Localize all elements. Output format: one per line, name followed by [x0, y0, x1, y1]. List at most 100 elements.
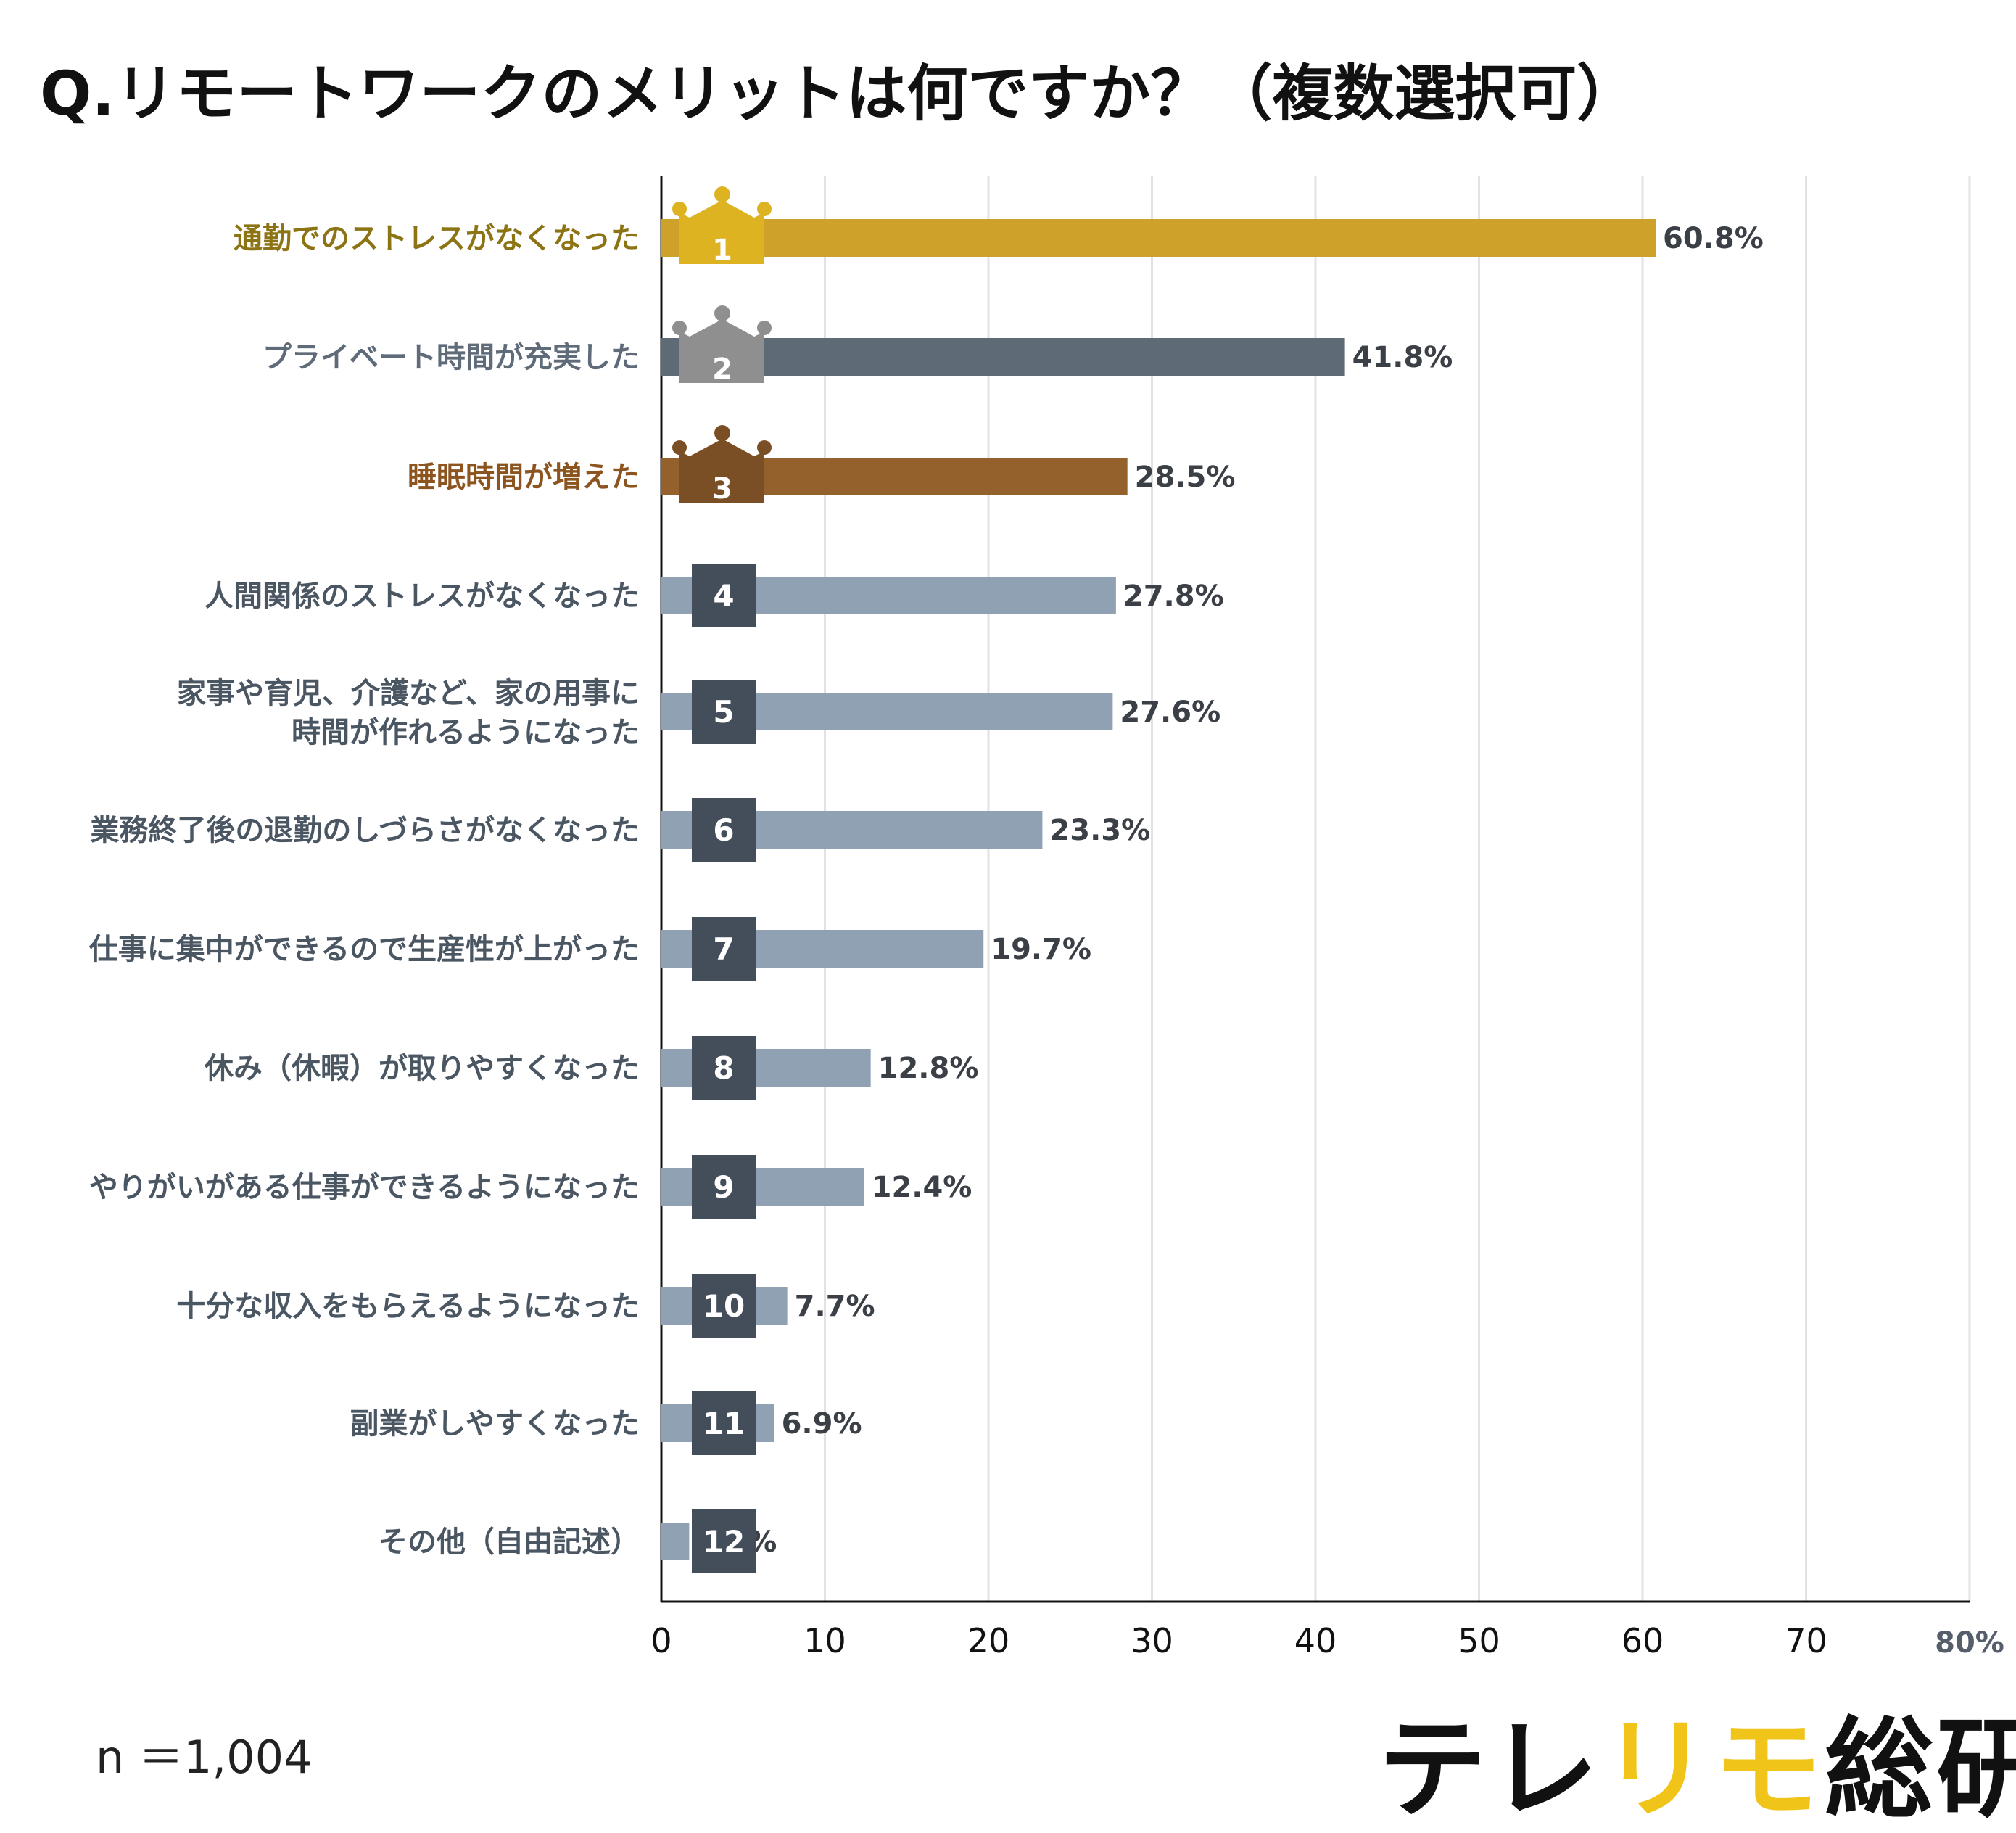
sample-size: n ＝1,004: [96, 1731, 313, 1784]
x-tick-label: 80%: [1935, 1626, 2004, 1660]
rank-number: 12: [703, 1524, 745, 1560]
bar-group: 60.8% 通勤でのストレスがなくなった 1: [234, 186, 1764, 267]
category-label-line: やりがいがある仕事ができるようになった: [89, 1171, 640, 1204]
x-tick-label: 70: [1785, 1621, 1827, 1660]
bar-group: 27.6% 家事や育児、介護など、家の用事に時間が作れるようになった 5: [177, 677, 1220, 749]
category-label: 通勤でのストレスがなくなった: [234, 222, 640, 255]
x-tick-label: 30: [1131, 1621, 1173, 1660]
bar-group: 12.4% やりがいがある仕事ができるようになった 9: [89, 1155, 972, 1219]
crown-jewel: [757, 440, 772, 455]
rank-badge: [692, 1391, 756, 1455]
bar-group: 23.3% 業務終了後の退勤のしづらさがなくなった 6: [90, 798, 1150, 862]
category-label-line: 副業がしやすくなった: [350, 1407, 640, 1441]
crown-jewel: [757, 202, 772, 216]
bar-group: 27.8% 人間関係のストレスがなくなった 4: [205, 564, 1224, 627]
data-label: 7.7%: [795, 1290, 875, 1323]
rank-badge: [692, 798, 756, 862]
x-tick-label: 60: [1622, 1621, 1664, 1660]
page-title: Q.リモートワークのメリットは何ですか？（複数選択可）: [40, 58, 1638, 129]
data-label: 41.8%: [1352, 341, 1453, 374]
x-tick-label: 20: [967, 1621, 1010, 1660]
data-label: 60.8%: [1663, 222, 1764, 255]
crown-shape: [679, 319, 764, 383]
category-label: 副業がしやすくなった: [350, 1407, 640, 1441]
category-label: 休み（休暇）が取りやすくなった: [204, 1052, 640, 1085]
crown-jewel: [672, 321, 687, 335]
rank-badge: [692, 917, 756, 981]
category-label-line: 睡眠時間が増えた: [408, 461, 640, 494]
crown-jewel: [714, 186, 730, 202]
bar: [661, 1523, 690, 1560]
category-label: 業務終了後の退勤のしづらさがなくなった: [90, 814, 640, 847]
brand-part-3: 総研: [1825, 1707, 2016, 1833]
bar-group: 12.8% 休み（休暇）が取りやすくなった 8: [204, 1036, 978, 1100]
bar-group: 1.7%その他（自由記述）12: [379, 1509, 777, 1573]
bar-group: 7.7% 十分な収入をもらえるようになった 10: [176, 1274, 875, 1338]
bar-group: 41.8% プライベート時間が充実した 2: [263, 305, 1453, 386]
bar-group: 28.5% 睡眠時間が増えた 3: [408, 425, 1235, 506]
rank-number: 7: [713, 931, 734, 967]
rank-number: 11: [703, 1406, 745, 1441]
x-tick-label: 0: [650, 1621, 672, 1660]
rank-number: 9: [713, 1169, 734, 1205]
rank-number: 2: [712, 353, 732, 386]
bar: [661, 338, 1345, 376]
category-label-line: 仕事に集中ができるので生産性が上がった: [89, 933, 640, 966]
crown-shape: [679, 439, 764, 503]
rank-badge: [692, 1509, 756, 1573]
data-label: 19.7%: [991, 933, 1091, 966]
crown-jewel: [672, 440, 687, 455]
data-label: 27.6%: [1120, 696, 1220, 729]
data-label: 28.5%: [1135, 461, 1236, 494]
rank-number: 3: [712, 472, 732, 506]
crown-shape: [679, 200, 764, 264]
data-label: 27.8%: [1123, 580, 1224, 613]
category-label: 十分な収入をもらえるようになった: [176, 1290, 640, 1323]
category-label-line: 人間関係のストレスがなくなった: [205, 580, 640, 613]
category-label-line: プライベート時間が充実した: [263, 341, 640, 374]
crown-jewel: [757, 321, 772, 335]
category-label-line: 通勤でのストレスがなくなった: [234, 222, 640, 255]
brand-part-1: テレ: [1378, 1707, 1602, 1833]
data-label: 23.3%: [1049, 814, 1150, 847]
category-label: その他（自由記述）: [379, 1525, 640, 1559]
crown-jewel: [714, 305, 730, 321]
category-label: 家事や育児、介護など、家の用事に時間が作れるようになった: [177, 677, 640, 749]
x-tick-label: 50: [1458, 1621, 1500, 1660]
crown-jewel: [714, 425, 730, 441]
category-label-line: 十分な収入をもらえるようになった: [176, 1290, 640, 1323]
rank-badge: [692, 680, 756, 744]
bar-group: 6.9% 副業がしやすくなった 11: [350, 1391, 862, 1455]
bar: [661, 219, 1656, 257]
category-label: 仕事に集中ができるので生産性が上がった: [89, 933, 640, 966]
rank-badge: [692, 1155, 756, 1219]
rank-badge: [692, 1274, 756, 1338]
category-label-line: 家事や育児、介護など、家の用事に: [177, 677, 640, 710]
crown-icon: 1: [672, 186, 772, 267]
category-label-line: 時間が作れるようになった: [292, 716, 640, 749]
category-label: やりがいがある仕事ができるようになった: [89, 1171, 640, 1204]
category-label-line: その他（自由記述）: [379, 1525, 640, 1559]
rank-number: 4: [713, 578, 734, 614]
rank-number: 10: [703, 1288, 745, 1324]
rank-number: 8: [713, 1050, 734, 1086]
category-label-line: 休み（休暇）が取りやすくなった: [204, 1052, 640, 1085]
crown-icon: 2: [672, 305, 772, 386]
data-label: 12.8%: [878, 1052, 979, 1085]
brand-logo: テレリモ総研: [1378, 1715, 2016, 1824]
crown-icon: 3: [672, 425, 772, 506]
bar-group: 19.7% 仕事に集中ができるので生産性が上がった 7: [89, 917, 1091, 981]
category-label: プライベート時間が充実した: [263, 341, 640, 374]
rank-number: 1: [712, 234, 732, 267]
rank-badge: [692, 564, 756, 627]
brand-part-2: リモ: [1601, 1707, 1825, 1833]
data-label: 6.9%: [782, 1407, 862, 1441]
rank-badge: [692, 1036, 756, 1100]
rank-number: 5: [713, 694, 734, 730]
category-label-line: 業務終了後の退勤のしづらさがなくなった: [90, 814, 640, 847]
category-label: 人間関係のストレスがなくなった: [205, 580, 640, 613]
crown-jewel: [672, 202, 687, 216]
x-tick-label: 40: [1294, 1621, 1337, 1660]
rank-number: 6: [713, 812, 734, 848]
